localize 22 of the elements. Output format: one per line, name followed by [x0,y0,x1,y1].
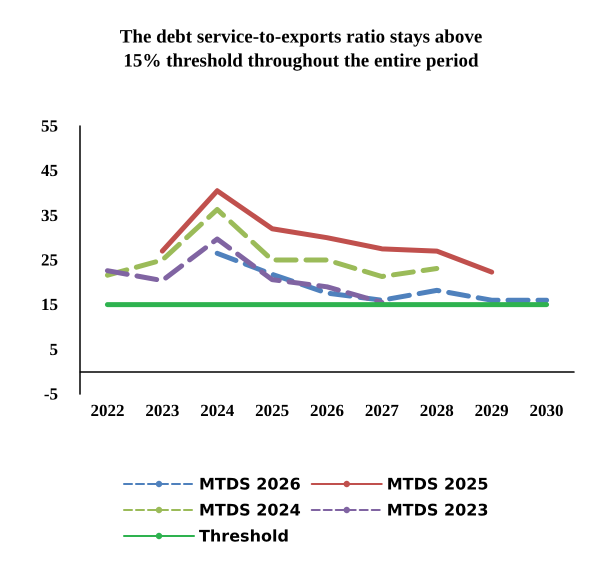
legend-label: MTDS 2024 [199,500,301,520]
y-tick-label: 55 [41,116,58,136]
x-tick-label: 2030 [530,401,564,420]
x-tick-label: 2029 [474,401,509,420]
y-tick-label: 15 [41,295,58,314]
legend-label: MTDS 2025 [386,474,488,494]
x-tick-label: 2024 [200,401,235,420]
chart-title: The debt service-to-exports ratio stays above 15% threshold throughout the entire period [120,26,482,72]
x-tick-label: 2022 [90,401,124,420]
legend-label: Threshold [199,526,289,546]
x-tick-label: 2025 [255,401,290,420]
y-tick-label: 25 [41,250,58,270]
legend-label: MTDS 2023 [386,500,488,520]
x-tick-label: 2023 [145,401,180,420]
y-tick-label: 5 [50,340,58,359]
y-tick-label: -5 [44,384,58,404]
legend-label: MTDS 2026 [199,474,301,494]
x-tick-label: 2028 [420,401,454,420]
x-tick-label: 2027 [364,401,400,420]
x-tick-label: 2026 [310,401,344,420]
y-tick-label: 45 [41,161,58,180]
y-tick-label: 35 [41,206,58,225]
